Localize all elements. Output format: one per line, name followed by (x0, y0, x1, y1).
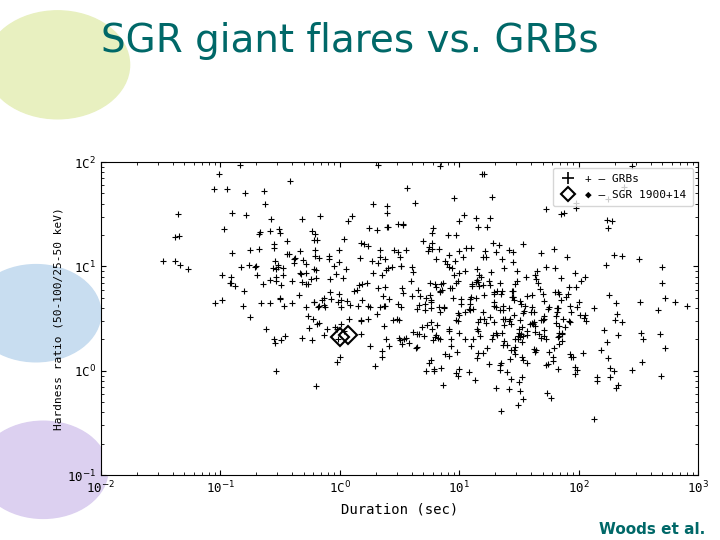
Y-axis label: Hardness ratio (50-100/25-50 keV): Hardness ratio (50-100/25-50 keV) (54, 207, 64, 430)
X-axis label: Duration (sec): Duration (sec) (341, 502, 458, 516)
Legend: + – GRBs, ◆ – SGR 1900+14: + – GRBs, ◆ – SGR 1900+14 (553, 167, 693, 206)
Text: Woods et al.: Woods et al. (599, 522, 706, 537)
Text: SGR giant flares vs. GRBs: SGR giant flares vs. GRBs (101, 22, 598, 59)
